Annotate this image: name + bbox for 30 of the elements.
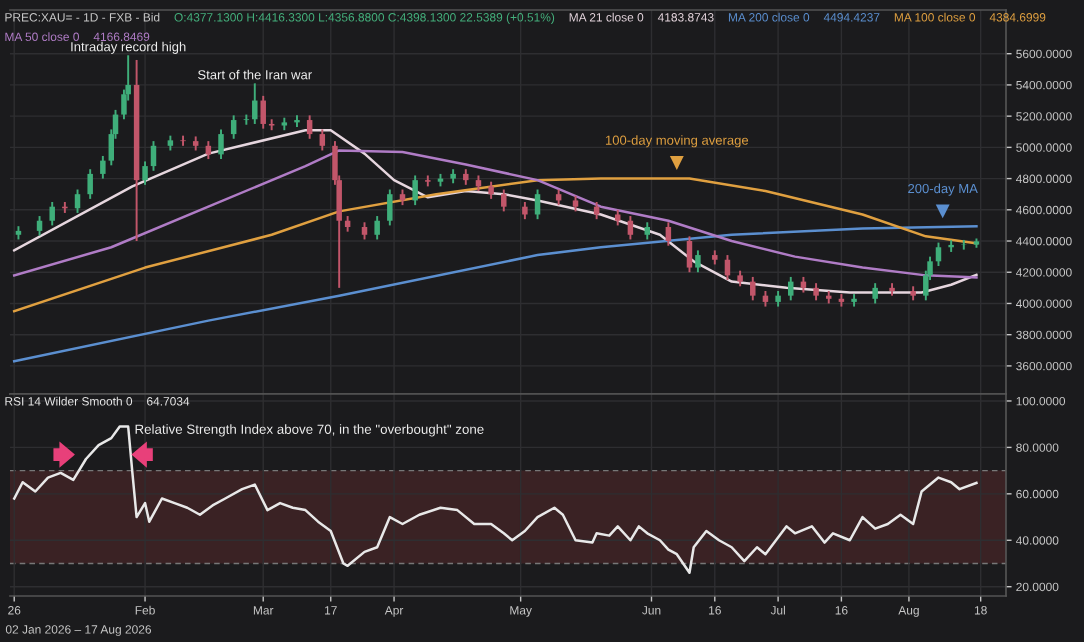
candlestick: [788, 275, 794, 302]
candlestick: [180, 134, 186, 147]
candlestick: [501, 188, 507, 213]
candlestick: [935, 241, 942, 267]
candlestick: [387, 188, 393, 227]
candlestick: [252, 82, 258, 125]
candlestick: [872, 282, 878, 305]
candlestick: [627, 215, 634, 241]
candlestick: [686, 235, 693, 274]
candlestick: [260, 94, 266, 130]
candlestick: [665, 221, 672, 247]
candlestick: [695, 249, 701, 274]
candlestick: [150, 140, 157, 172]
candlestick: [374, 215, 380, 241]
line-series: [12, 225, 978, 363]
candlestick: [243, 113, 250, 126]
candlestick: [306, 114, 313, 140]
line-series: [12, 177, 978, 313]
candlestick: [230, 114, 237, 140]
candlestick: [87, 168, 93, 200]
candlestick: [319, 128, 326, 152]
candlestick: [49, 201, 55, 227]
candlestick: [750, 275, 756, 302]
candlestick: [412, 174, 418, 207]
candlestick: [142, 160, 148, 186]
line-series: [12, 425, 978, 575]
candlestick: [100, 154, 106, 180]
candlestick: [534, 188, 541, 221]
candlestick: [74, 188, 81, 214]
candlestick: [218, 128, 224, 161]
